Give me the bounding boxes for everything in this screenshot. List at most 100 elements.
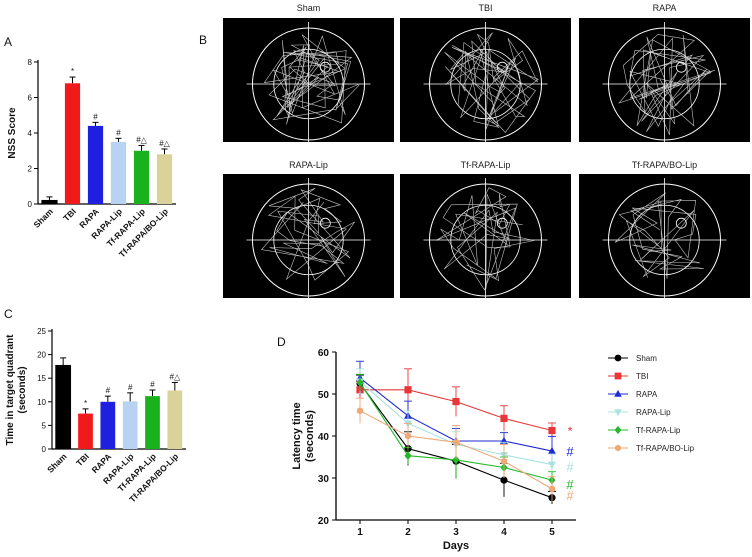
y-tick-label: 8 — [28, 58, 33, 67]
significance-mark: # — [116, 128, 121, 137]
marker-hexagon — [404, 432, 412, 440]
x-tick-label: Sham — [31, 206, 55, 230]
marker-hexagon — [356, 407, 364, 415]
significance-mark: * — [84, 399, 87, 408]
bar-sham — [55, 364, 72, 450]
marker-triangle-down — [548, 461, 556, 469]
legend-label-tf-rapa-bo-lip: Tf-RAPA/BO-Lip — [636, 444, 695, 453]
significance-mark-tf-rapa-lip: # — [566, 477, 574, 492]
significance-mark: #△ — [136, 135, 147, 144]
y-tick-label: 4 — [28, 129, 33, 138]
panel-label: B — [199, 33, 207, 47]
x-tick-label: 5 — [549, 527, 555, 538]
significance-mark: #△ — [170, 372, 181, 381]
x-tick-label: TBI — [61, 206, 78, 223]
significance-mark: # — [93, 112, 98, 121]
legend-label-tbi: TBI — [636, 372, 648, 381]
panel-d-line-chart: D Latency time (seconds) Days 20 30 40 50 60 1 2 3 4… — [277, 335, 695, 552]
marker-triangle-down — [614, 409, 622, 417]
significance-mark-rapa: # — [566, 444, 574, 459]
bar-rapa-lip — [122, 401, 138, 449]
significance-mark: * — [71, 67, 74, 76]
bar-tbi — [64, 83, 81, 204]
y-tick-label: 0 — [28, 200, 33, 209]
y-axis-label-line: (seconds) — [17, 366, 28, 413]
marker-circle — [614, 354, 622, 362]
maze-title-tbi: TBI — [478, 3, 492, 13]
y-tick-label: 20 — [318, 516, 330, 527]
y-tick-label: 10 — [37, 398, 46, 407]
marker-diamond — [614, 425, 622, 435]
swim-path — [618, 34, 716, 136]
maze-title-rapa-lip: RAPA-Lip — [289, 160, 328, 170]
series-tbi: * TBI — [356, 368, 648, 439]
y-tick-label: 0 — [42, 445, 47, 454]
y-tick-label: 20 — [37, 351, 46, 360]
platform — [319, 61, 331, 73]
panel-label: C — [4, 307, 13, 321]
marker-hexagon — [500, 457, 508, 465]
bar-tf-rapa-bo-lip — [156, 154, 173, 204]
marker-triangle — [614, 389, 622, 397]
swim-path — [614, 192, 705, 279]
significance-mark-tf-rapa-bo-lip: # — [566, 488, 574, 503]
x-tick-label: TBI — [74, 451, 91, 468]
y-tick-label: 6 — [28, 94, 33, 103]
maze-title-rapa: RAPA — [653, 3, 677, 13]
bar-rapa — [100, 401, 116, 449]
y-tick-label: 60 — [318, 348, 330, 359]
marker-circle — [500, 476, 508, 484]
legend-label-rapa-lip: RAPA-Lip — [636, 408, 671, 417]
marker-hexagon — [548, 485, 556, 493]
marker-square — [500, 414, 508, 422]
significance-mark: # — [128, 383, 133, 392]
y-tick-label: 2 — [28, 165, 33, 174]
bar-tf-rapa-lip — [145, 396, 160, 449]
series-tf-rapa-bo-lip: # Tf-RAPA/BO-Lip — [356, 397, 695, 503]
legend-label-rapa: RAPA — [636, 390, 658, 399]
x-tick-label: 3 — [453, 527, 459, 538]
legend-label-sham: Sham — [636, 354, 657, 363]
marker-diamond — [452, 455, 460, 465]
bar-rapa — [87, 125, 104, 204]
marker-diamond — [356, 378, 364, 387]
significance-mark-rapa-lip: # — [566, 460, 574, 475]
y-tick-label: 40 — [318, 432, 330, 443]
bar-sham — [41, 199, 58, 205]
swim-path — [444, 32, 539, 133]
marker-square — [404, 386, 412, 394]
significance-mark-tbi: * — [567, 424, 572, 439]
y-axis-label-line: (seconds) — [304, 410, 316, 462]
significance-mark: # — [150, 380, 155, 389]
panel-label: A — [4, 35, 12, 49]
legend-label-tf-rapa-lip: Tf-RAPA-Lip — [636, 426, 681, 435]
marker-square — [548, 426, 556, 435]
marker-triangle — [548, 446, 556, 454]
bar-tf-rapa-bo-lip — [167, 390, 183, 449]
bar-rapa-lip — [110, 141, 127, 204]
x-tick-label: 1 — [357, 527, 363, 538]
swim-path — [435, 187, 535, 291]
panel-b-swim-paths: B Sham TBI RAPA RAPA-Lip Tf-RAPA-Lip Tf-RAPA/B… — [199, 3, 750, 302]
series-rapa: # RAPA — [356, 360, 658, 466]
y-tick-label: 30 — [318, 474, 330, 485]
bar-tf-rapa-lip — [133, 150, 150, 204]
y-tick-label: 15 — [37, 374, 46, 383]
marker-diamond — [404, 451, 412, 461]
marker-hexagon — [615, 444, 621, 452]
swim-path — [263, 34, 360, 125]
y-tick-label: 25 — [37, 327, 46, 336]
y-tick-label: 5 — [42, 421, 47, 430]
platform — [675, 217, 687, 229]
significance-mark: # — [106, 386, 111, 395]
x-tick-label: 4 — [501, 527, 507, 538]
y-axis-label-line: Time in target quadrant — [5, 334, 16, 446]
maze-title-tf-rapa-lip: Tf-RAPA-Lip — [461, 160, 511, 170]
marker-square — [452, 397, 460, 406]
y-tick-label: 50 — [318, 390, 330, 401]
marker-hexagon — [452, 438, 460, 446]
x-axis-label: Days — [443, 540, 469, 552]
x-tick-label: Sham — [45, 451, 69, 475]
